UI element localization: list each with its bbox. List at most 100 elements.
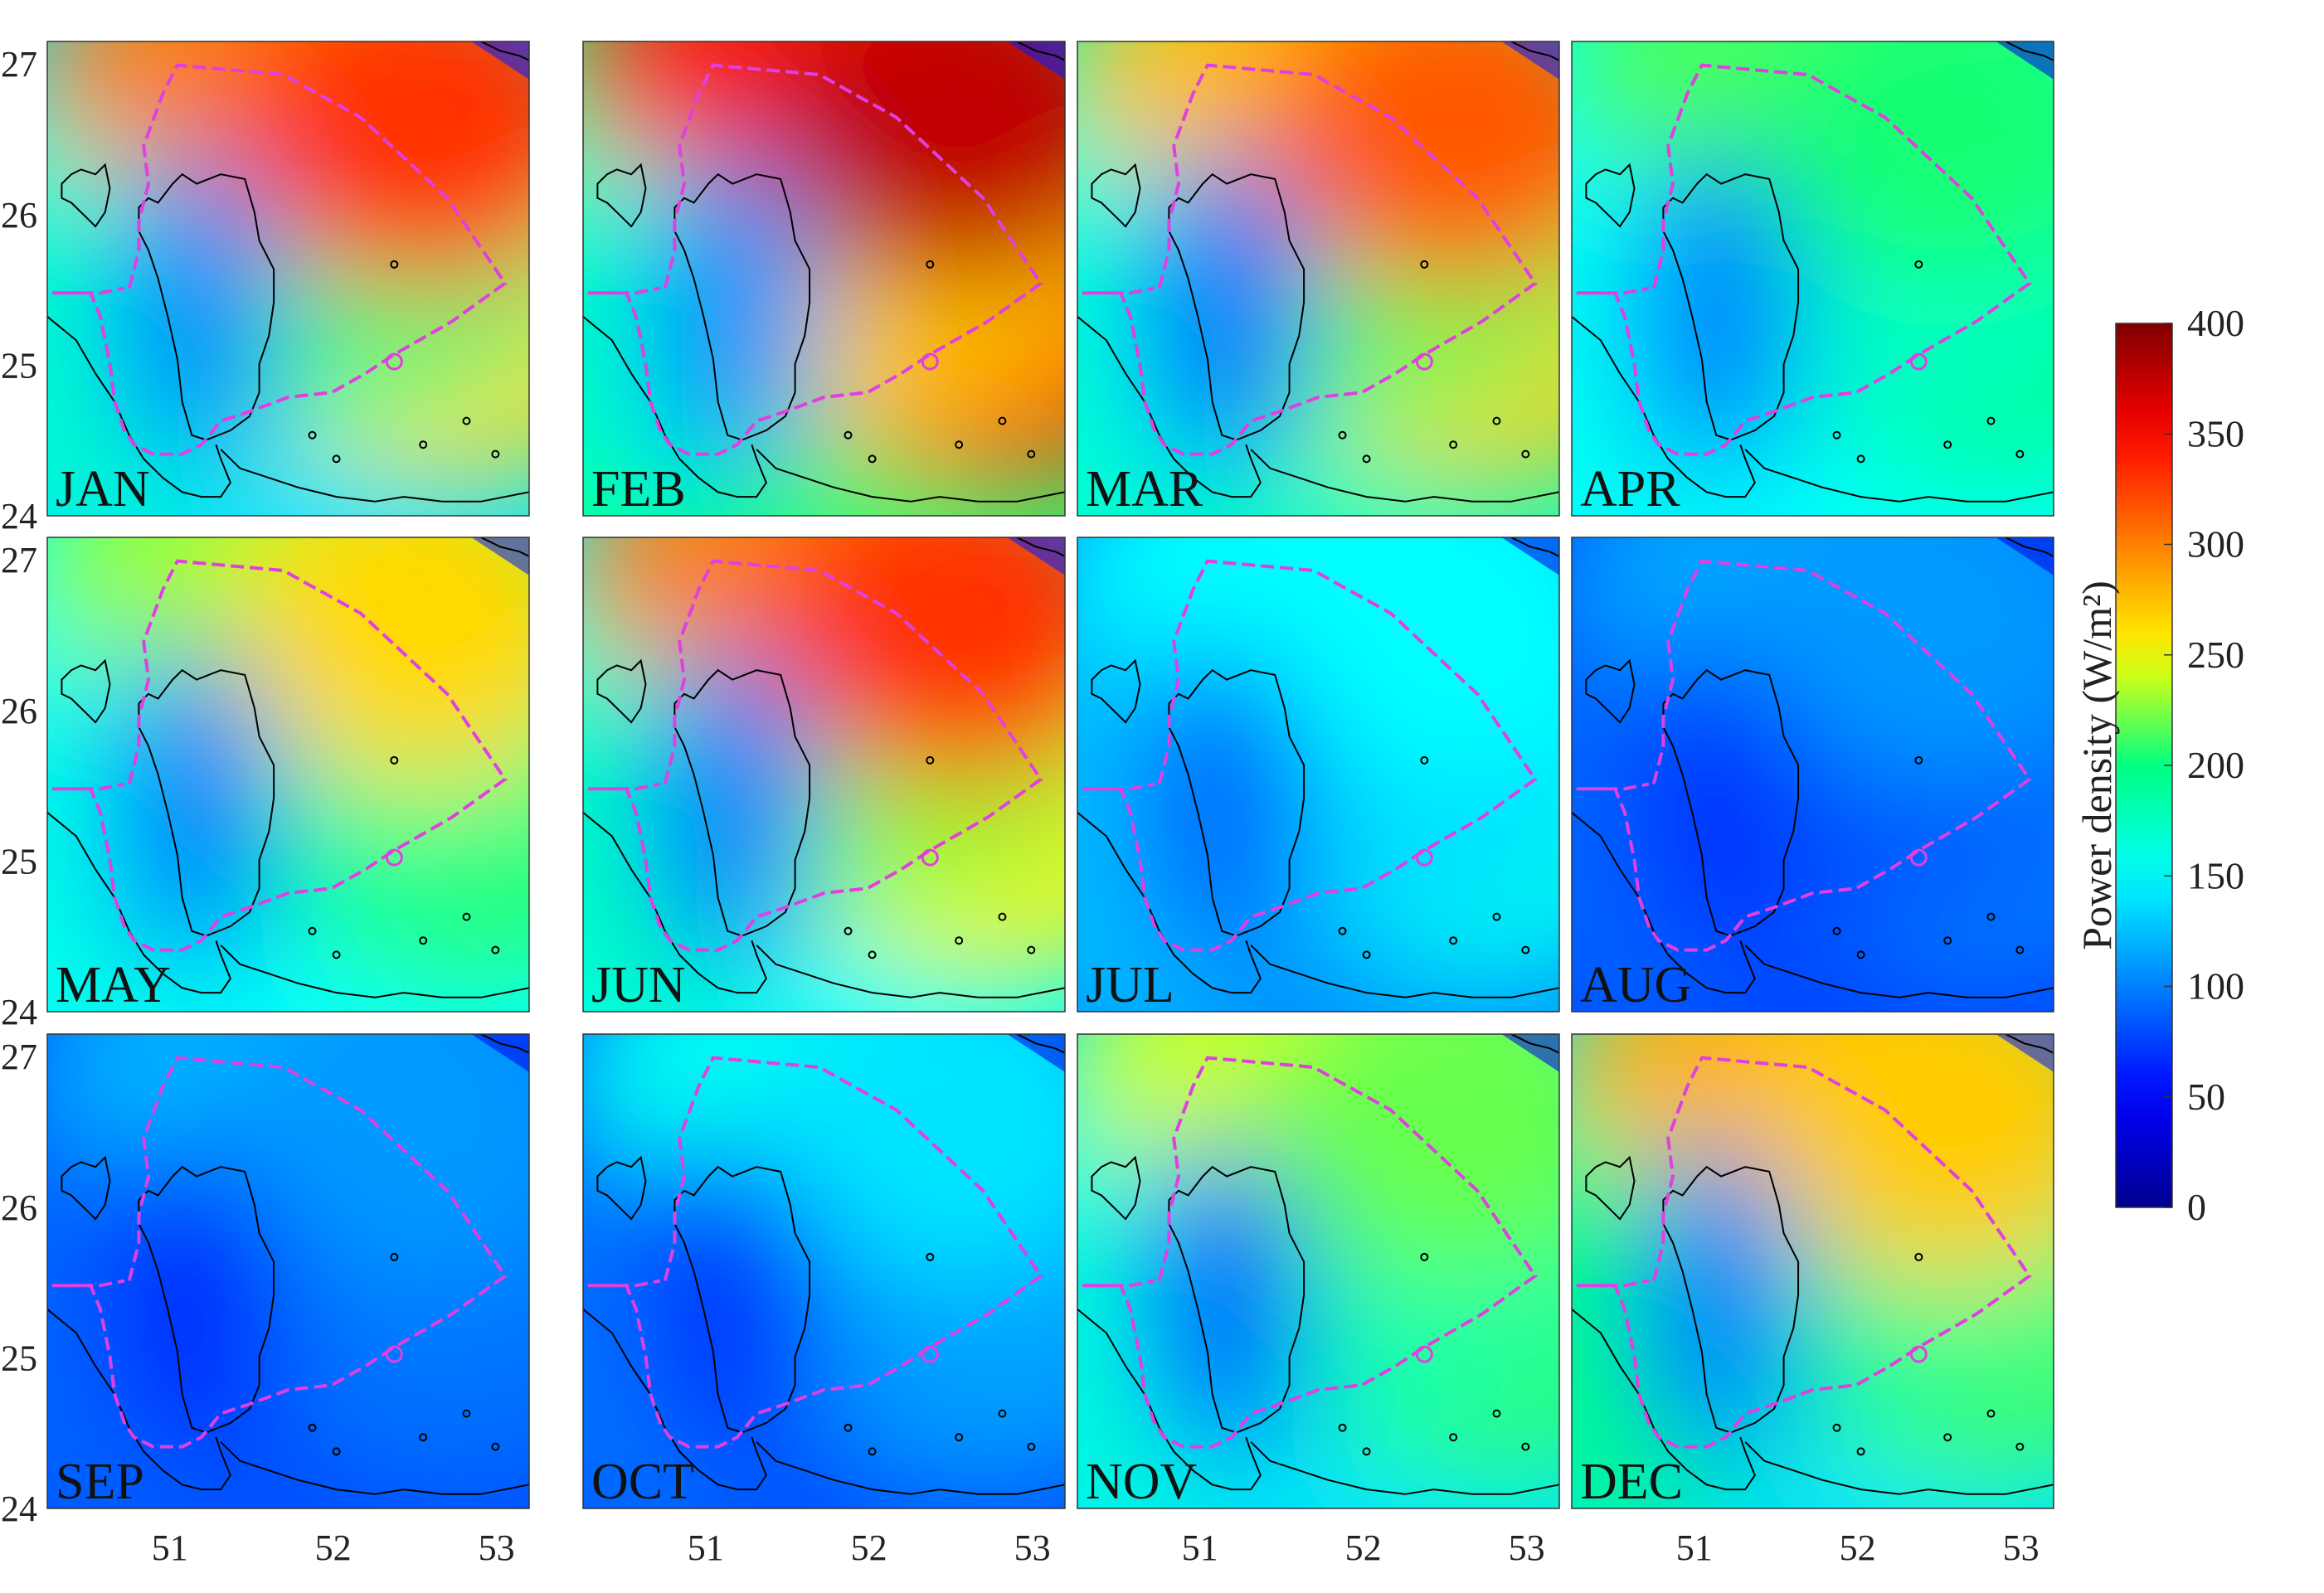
qatar-coast (1662, 172, 1800, 441)
boundary-loop (1909, 1345, 1928, 1363)
island-dot (1914, 260, 1923, 269)
colorbar: 0 50 100 150 200 250 300 350 400 Power density (… (2074, 302, 2244, 1228)
corner-shade (471, 537, 529, 576)
north-coast (2005, 537, 2054, 557)
panel-frame (46, 1033, 530, 1509)
bahrain-coast (61, 658, 111, 724)
field-blob (105, 646, 279, 979)
corner-shade (1501, 41, 1559, 80)
island-dot (2015, 1442, 2025, 1451)
field-blob (230, 1034, 529, 1286)
island-dot (308, 1423, 317, 1432)
eez-boundary (1082, 559, 1538, 952)
colorbar-tick-label: 0 (2187, 1186, 2206, 1228)
panel-field (47, 41, 529, 516)
island-dot (1943, 440, 1952, 449)
corner-shade (1007, 1034, 1065, 1072)
west-coast (1572, 812, 1756, 994)
x-tick-label: 52 (1345, 1527, 1382, 1568)
island-dot (308, 430, 317, 440)
x-tick-label: 53 (1014, 1527, 1051, 1568)
panel-frame (46, 537, 530, 1013)
boundary-loop (1909, 352, 1928, 371)
island-dot (1943, 1433, 1952, 1442)
panel-frame (582, 1033, 1066, 1509)
qatar-coast (1662, 668, 1800, 937)
north-coast (2005, 1034, 2054, 1054)
west-coast (1572, 316, 1756, 498)
north-coast (1016, 1034, 1065, 1054)
panel-field (1572, 41, 2054, 516)
island-dot (462, 912, 471, 921)
colorbar-tick-label: 50 (2187, 1076, 2225, 1118)
corner-shade (471, 41, 529, 80)
y-tick-label: 27 (1, 44, 37, 85)
south-coast (1744, 1441, 2054, 1495)
panel-frame (582, 41, 1066, 517)
colorbar-gradient (2115, 323, 2173, 1208)
month-label: SEP (56, 1454, 144, 1510)
field-blobs (583, 1034, 1065, 1508)
colorbar-label: Power density (W/m²) (2074, 580, 2120, 949)
month-label: JUL (1086, 957, 1174, 1013)
south-coast (756, 945, 1065, 998)
field-blob (1135, 150, 1309, 483)
colorbar-tick-label: 100 (2187, 965, 2244, 1008)
panel-field (47, 1034, 529, 1508)
field-blob (1754, 537, 2054, 789)
field-blob (1135, 1143, 1309, 1475)
panel-frame (1571, 41, 2054, 517)
island-dot (1338, 1423, 1347, 1432)
island-dot (332, 454, 341, 464)
colorbar-tick-label: 350 (2187, 412, 2244, 454)
panel-field (1572, 537, 2054, 1012)
north-coast (1016, 41, 1065, 61)
island-dot (491, 1442, 500, 1451)
y-tick-label: 26 (1, 195, 37, 236)
panel-frame (582, 537, 1066, 1013)
qatar-coast (673, 1165, 811, 1434)
month-label: AUG (1580, 957, 1691, 1013)
island-dot (1027, 449, 1036, 459)
south-coast (756, 449, 1065, 503)
island-dot (1832, 430, 1841, 440)
field-blob (766, 1034, 1065, 1286)
island-dot (1986, 912, 1996, 921)
island-dot (419, 936, 428, 945)
eez-boundary (51, 63, 508, 456)
boundary-loop (1415, 848, 1433, 867)
island-dot (462, 1409, 471, 1418)
coastline (1077, 41, 1559, 503)
island-dot (844, 1423, 853, 1432)
field-blob (1754, 1034, 2054, 1286)
field-blob (230, 537, 529, 789)
bahrain-coast (61, 1155, 111, 1221)
boundary-loop (1415, 352, 1433, 371)
island-dot (1027, 1442, 1036, 1451)
y-tick-label: 25 (1, 841, 37, 881)
field-blob (1260, 1034, 1559, 1286)
qatar-coast (138, 172, 275, 441)
qatar-coast (138, 668, 275, 937)
island-dot (1362, 454, 1371, 464)
west-coast (47, 316, 231, 498)
bahrain-coast (61, 163, 111, 228)
island-dot (390, 260, 399, 269)
panel-field (1077, 537, 1559, 1012)
island-dot (1914, 1252, 1923, 1261)
y-tick-label: 27 (1, 1037, 37, 1077)
field-blob (230, 41, 529, 294)
field-blobs (47, 1034, 529, 1508)
bahrain-coast (596, 163, 647, 228)
island-dot (1338, 430, 1347, 440)
panel-apr: APR (1571, 41, 2054, 517)
island-dot (419, 440, 428, 449)
west-coast (47, 812, 231, 994)
north-coast (1510, 1034, 1559, 1054)
panel-field (1077, 41, 1559, 516)
boundary-loop (921, 848, 939, 867)
panel-may: MAY (46, 537, 530, 1013)
west-coast (1077, 1309, 1262, 1491)
x-tick-label: 52 (315, 1527, 352, 1568)
